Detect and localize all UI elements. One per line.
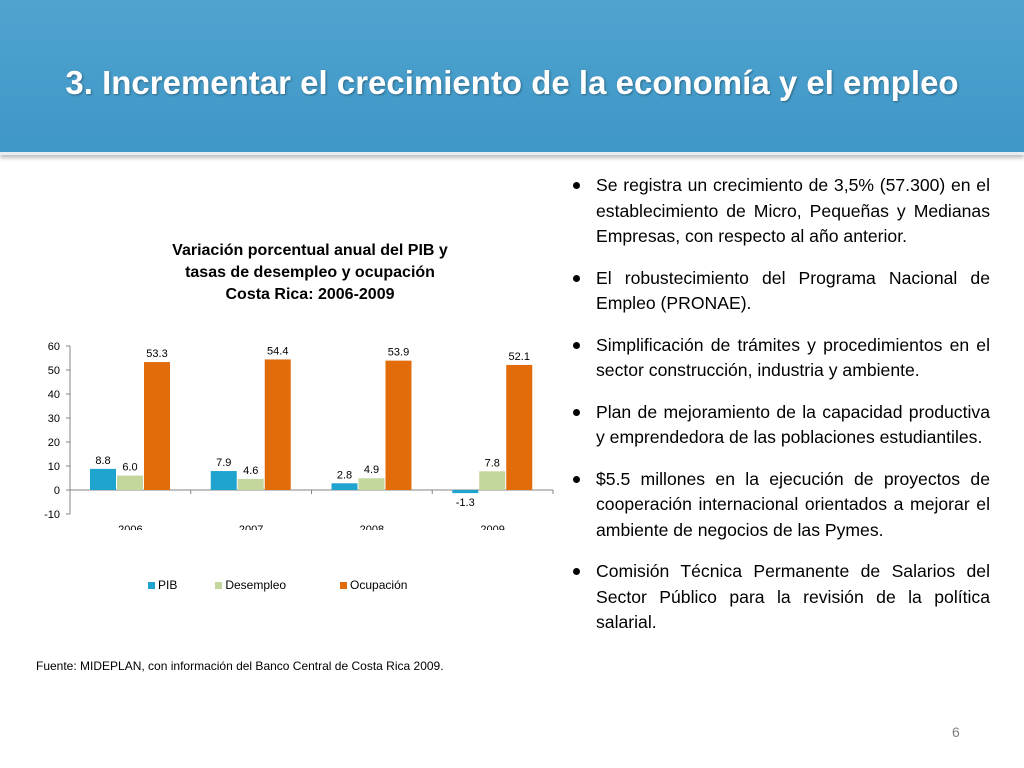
bar-pib bbox=[452, 490, 479, 494]
bullet-item: Simplificación de trámites y procedimien… bbox=[568, 333, 990, 384]
data-label: 6.0 bbox=[122, 462, 137, 474]
bullet-dot-icon bbox=[573, 182, 580, 189]
slide-title: 3. Incrementar el crecimiento de la econ… bbox=[65, 64, 959, 101]
legend-swatch-pib bbox=[148, 581, 155, 589]
source-note: Fuente: MIDEPLAN, con información del Ba… bbox=[36, 659, 444, 673]
bar-ocupación bbox=[264, 359, 291, 490]
data-label: 53.9 bbox=[388, 347, 409, 359]
bullet-dot-icon bbox=[573, 568, 580, 575]
bullet-dot-icon bbox=[573, 341, 580, 349]
legend-label: PIB bbox=[158, 578, 178, 592]
legend-label: Desempleo bbox=[225, 578, 287, 592]
y-tick-label: 60 bbox=[48, 341, 60, 353]
bar-pib bbox=[90, 468, 116, 490]
y-tick-label: 20 bbox=[48, 437, 60, 449]
data-label: -1.3 bbox=[456, 497, 475, 509]
chart-title-line: Costa Rica: 2006-2009 bbox=[225, 286, 395, 303]
x-tick-label: 2008 bbox=[360, 524, 384, 530]
bar-ocupación bbox=[144, 362, 170, 490]
chart-title-line: Variación porcentual anual del PIB y bbox=[172, 242, 448, 259]
bullet-dot-icon bbox=[573, 475, 580, 483]
bullet-item: Plan de mejoramiento de la capacidad pro… bbox=[568, 400, 990, 451]
data-label: 54.4 bbox=[267, 345, 288, 357]
bullet-text: Se registra un crecimiento de 3,5% (57.3… bbox=[596, 175, 990, 246]
bar-pib bbox=[331, 483, 358, 490]
y-tick-label: -10 bbox=[44, 509, 60, 521]
bullet-dot-icon bbox=[573, 408, 580, 416]
legend-label: Ocupación bbox=[350, 578, 408, 592]
x-tick-label: 2006 bbox=[118, 524, 142, 530]
data-label: 4.6 bbox=[243, 465, 258, 477]
data-label: 8.8 bbox=[95, 455, 110, 467]
x-tick-label: 2009 bbox=[480, 524, 504, 530]
bullet-item: Comisión Técnica Permanente de Salarios … bbox=[568, 559, 990, 636]
bar-desempleo bbox=[237, 478, 264, 490]
y-tick-label: 10 bbox=[48, 461, 60, 473]
data-label: 2.8 bbox=[337, 469, 352, 481]
bullet-text: Plan de mejoramiento de la capacidad pro… bbox=[596, 401, 990, 448]
bar-desempleo bbox=[117, 475, 143, 490]
bullet-text: $5.5 millones en la ejecución de proyect… bbox=[596, 468, 990, 540]
legend-swatch-ocupacion bbox=[340, 581, 348, 589]
legend-swatch-desempleo bbox=[215, 581, 223, 589]
y-tick-label: 30 bbox=[48, 413, 60, 425]
data-label: 4.9 bbox=[364, 464, 379, 476]
bullet-text: Comisión Técnica Permanente de Salarios … bbox=[596, 561, 990, 632]
bullet-list: Se registra un crecimiento de 3,5% (57.3… bbox=[568, 173, 990, 652]
bullet-item: El robustecimiento del Programa Nacional… bbox=[568, 266, 990, 317]
title-banner: 3. Incrementar el crecimiento de la econ… bbox=[0, 0, 1024, 155]
bullet-item: Se registra un crecimiento de 3,5% (57.3… bbox=[568, 173, 990, 250]
bullet-text: Simplificación de trámites y procedimien… bbox=[596, 334, 990, 381]
data-label: 7.9 bbox=[216, 457, 231, 469]
bar-pib bbox=[210, 471, 237, 490]
chart-title: Variación porcentual anual del PIB y tas… bbox=[120, 240, 500, 306]
y-tick-label: 40 bbox=[48, 389, 60, 401]
bar-ocupación bbox=[506, 364, 533, 490]
bar-chart: -10 0 10 20 30 40 50 60 2006 8.8 6.0 53.3 2007 7.9 4.6… bbox=[44, 341, 554, 530]
x-tick-label: 2007 bbox=[239, 524, 263, 530]
legend-item-pib: PIB bbox=[148, 578, 177, 592]
page-number: 6 bbox=[952, 724, 960, 740]
chart-title-line: tasas de desempleo y ocupación bbox=[185, 264, 435, 281]
bullet-text: El robustecimiento del Programa Nacional… bbox=[596, 267, 990, 314]
data-label: 52.1 bbox=[509, 351, 530, 363]
y-tick-label: 0 bbox=[54, 485, 60, 497]
chart-legend: PIB Desempleo Ocupación bbox=[148, 578, 407, 592]
data-label: 7.8 bbox=[485, 457, 500, 469]
bullet-item: $5.5 millones en la ejecución de proyect… bbox=[568, 467, 990, 544]
y-tick-label: 50 bbox=[48, 365, 60, 377]
bar-desempleo bbox=[358, 478, 385, 490]
bar-ocupación bbox=[385, 360, 412, 490]
legend-item-ocupacion: Ocupación bbox=[340, 578, 407, 592]
data-label: 53.3 bbox=[146, 348, 167, 360]
bullet-dot-icon bbox=[573, 274, 580, 282]
bar-desempleo bbox=[479, 471, 506, 490]
legend-item-desempleo: Desempleo bbox=[215, 578, 286, 592]
